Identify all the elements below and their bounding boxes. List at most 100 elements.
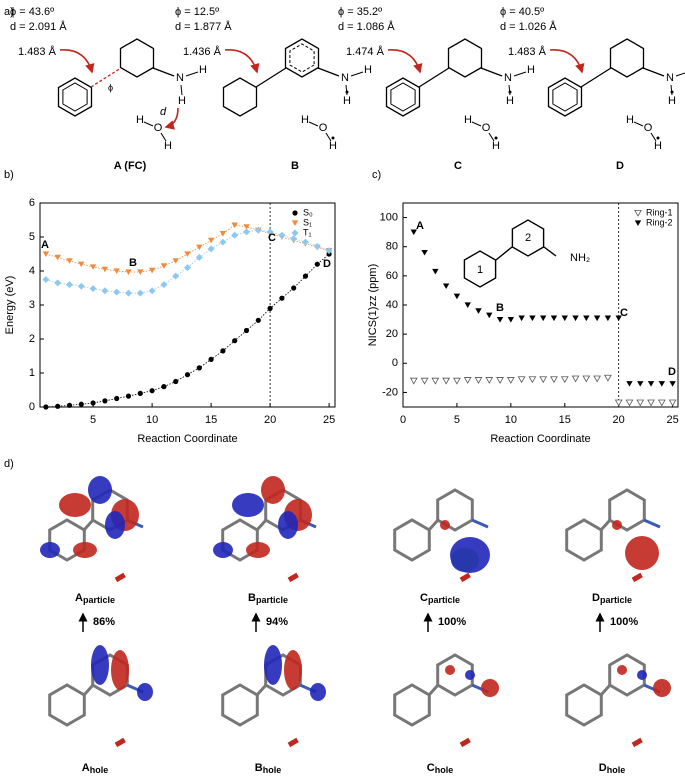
atom: H [164, 140, 172, 152]
orbital-lobe [481, 679, 499, 697]
point [232, 338, 238, 344]
point [464, 302, 471, 308]
molecule-bond [427, 683, 440, 697]
molecule-bond [82, 518, 95, 532]
point [669, 381, 676, 387]
point [219, 231, 227, 237]
atom: O [644, 122, 653, 134]
bond-length: 1.436 Å [183, 45, 222, 58]
point [614, 399, 623, 407]
x-tick-label: 0 [400, 414, 406, 426]
point [136, 289, 144, 297]
bond [180, 84, 183, 96]
point [172, 272, 180, 280]
y-tick-label: 3 [29, 299, 35, 311]
point [506, 377, 515, 384]
point [313, 243, 321, 251]
y-tick-label: 4 [29, 265, 35, 277]
phi-mark: ϕ [108, 82, 113, 92]
orbital-lobe [88, 476, 112, 504]
atom: O [319, 122, 328, 134]
point [550, 315, 558, 322]
orbital-subscript: hole [263, 765, 282, 775]
orbital-lobe [278, 511, 298, 539]
orbital-letter: A [75, 592, 83, 604]
point [539, 376, 548, 384]
orbital-subscript: hole [435, 765, 454, 775]
point [432, 268, 439, 275]
orbital-lobe [40, 542, 60, 558]
point [615, 315, 622, 322]
point [77, 282, 85, 290]
point [583, 315, 590, 322]
point [626, 381, 633, 387]
point [125, 269, 132, 276]
panel-label: b) [4, 169, 14, 181]
point [604, 374, 612, 382]
orbital-lobe [73, 542, 97, 558]
point [113, 288, 121, 296]
weight-label: 94% [266, 616, 288, 628]
panel-label: a) [4, 6, 14, 18]
point [208, 356, 214, 362]
legend-marker [634, 209, 642, 217]
point [90, 400, 96, 406]
y-tick-label: 40 [386, 299, 398, 311]
x-tick-label: 10 [505, 414, 517, 426]
inset-label: NH₂ [570, 252, 590, 264]
point [207, 245, 215, 253]
radical [494, 136, 498, 140]
point [196, 365, 202, 371]
bond [418, 67, 450, 88]
legend-label: S₁ [303, 217, 312, 227]
structure-label: A (FC) [114, 160, 147, 172]
bond-arrow [549, 49, 585, 74]
orbital-lobe [105, 511, 125, 539]
bond [345, 84, 348, 96]
orbital-subscript: hole [90, 765, 109, 775]
point [604, 315, 612, 322]
orbital-label: Chole [427, 762, 453, 775]
bond-arrow [224, 49, 260, 74]
y-tick-label: 6 [29, 197, 35, 209]
distance-label: d = 2.091 Å [10, 20, 67, 33]
atom: H [329, 140, 337, 152]
y-tick-label: 5 [29, 231, 35, 243]
weight-label: 100% [438, 616, 466, 628]
bond [160, 132, 167, 142]
point [160, 281, 168, 289]
orbital-subscript: hole [607, 765, 626, 775]
annotation: C [620, 307, 628, 319]
point [278, 231, 286, 239]
orbital-letter: D [592, 592, 600, 604]
ring [385, 77, 421, 117]
atom: N [504, 72, 512, 84]
orbital-lobe [59, 493, 91, 517]
atom: O [154, 122, 163, 134]
radical [670, 90, 674, 94]
inset-bond [495, 246, 513, 261]
bond [513, 71, 527, 77]
structure-label: B [291, 160, 299, 172]
point [539, 315, 547, 322]
atom: H [626, 114, 634, 126]
point [54, 279, 62, 287]
atom: H [506, 95, 514, 107]
molecule-bond [471, 518, 489, 529]
structure-label: D [616, 160, 624, 172]
atom: H [178, 95, 186, 107]
d-arrow [164, 107, 179, 130]
point [561, 315, 568, 322]
bond [308, 121, 319, 127]
orbital-subscript: particle [256, 595, 288, 605]
orbital-lobe [625, 536, 659, 570]
molecule-ring [221, 683, 259, 727]
x-tick-label: 25 [323, 414, 335, 426]
ring-inner [289, 43, 315, 73]
orbital-label: Cparticle [420, 592, 460, 605]
orbital-lobe [653, 679, 671, 697]
